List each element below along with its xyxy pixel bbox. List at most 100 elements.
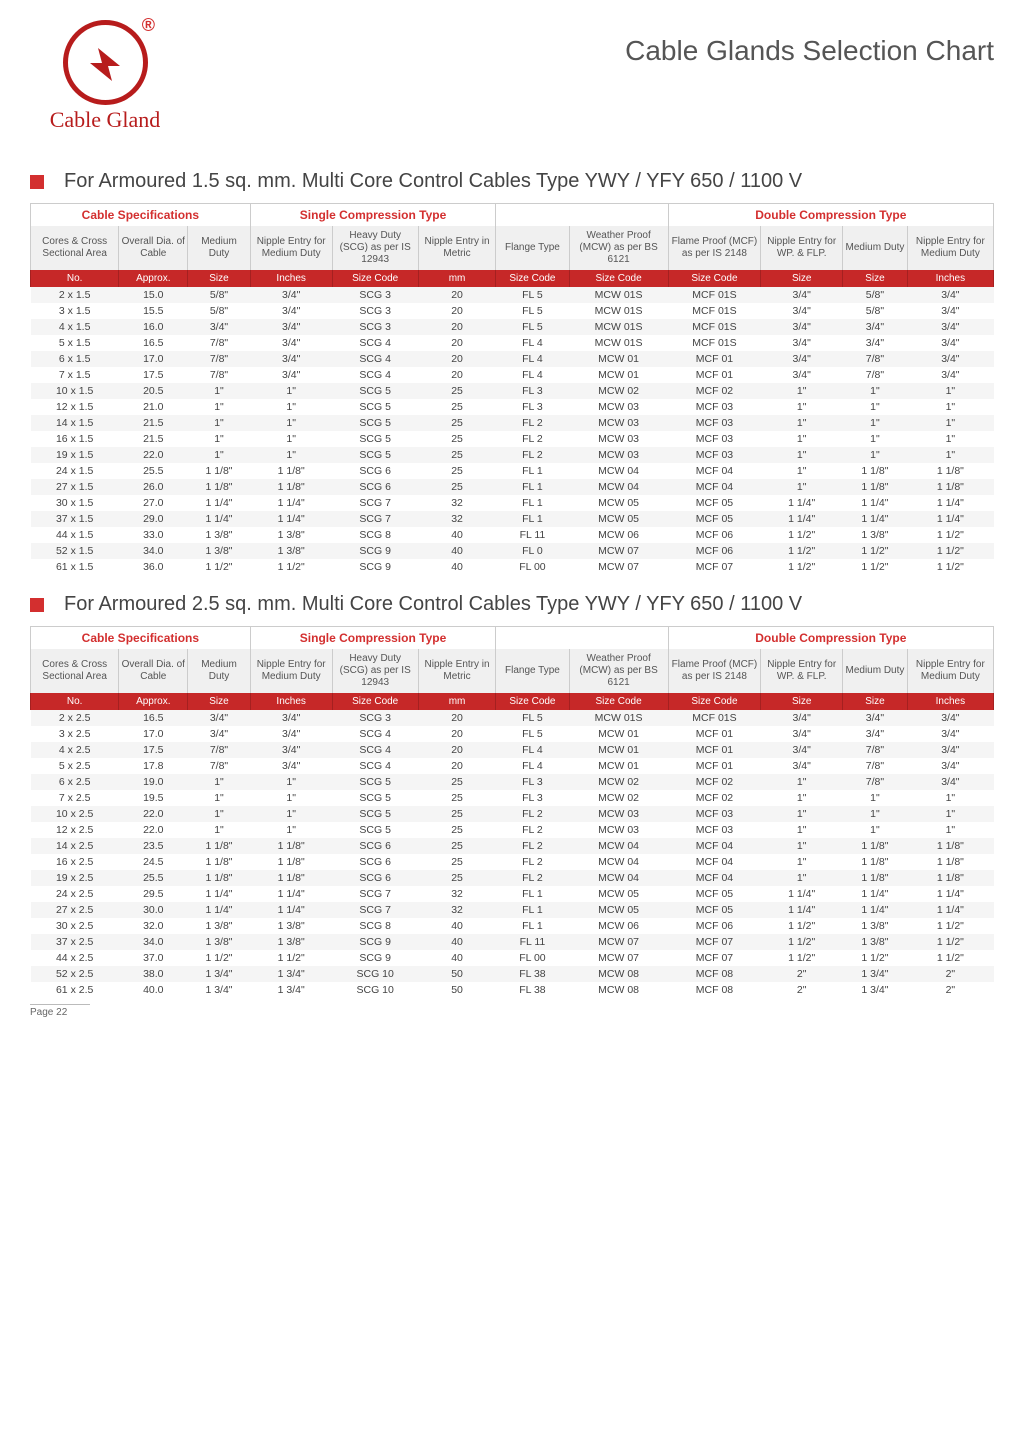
data-cell: 38.0 bbox=[119, 966, 188, 982]
data-cell: FL 3 bbox=[496, 399, 569, 415]
table-row: 61 x 2.540.01 3/4"1 3/4"SCG 1050FL 38MCW… bbox=[31, 982, 994, 998]
selection-table-1: Cable SpecificationsSingle Compression T… bbox=[30, 203, 994, 575]
data-cell: MCW 04 bbox=[569, 463, 668, 479]
data-cell: 1" bbox=[907, 383, 993, 399]
data-cell: SCG 4 bbox=[332, 742, 418, 758]
data-cell: SCG 8 bbox=[332, 527, 418, 543]
data-cell: 3/4" bbox=[250, 726, 332, 742]
data-cell: MCW 07 bbox=[569, 950, 668, 966]
data-cell: 6 x 1.5 bbox=[31, 351, 119, 367]
data-cell: 25 bbox=[418, 463, 496, 479]
data-cell: 1 3/8" bbox=[843, 934, 908, 950]
data-cell: MCW 03 bbox=[569, 399, 668, 415]
data-cell: FL 2 bbox=[496, 447, 569, 463]
data-cell: 1 3/8" bbox=[188, 934, 250, 950]
table-row: 24 x 2.529.51 1/4"1 1/4"SCG 732FL 1MCW 0… bbox=[31, 886, 994, 902]
data-cell: 25 bbox=[418, 447, 496, 463]
data-cell: 1 1/8" bbox=[188, 870, 250, 886]
data-cell: 1 1/4" bbox=[907, 886, 993, 902]
table-row: 12 x 2.522.01"1"SCG 525FL 2MCW 03MCF 031… bbox=[31, 822, 994, 838]
data-cell: FL 2 bbox=[496, 870, 569, 886]
data-cell: 3/4" bbox=[188, 726, 250, 742]
group-header: Single Compression Type bbox=[250, 204, 496, 227]
data-cell: 3/4" bbox=[907, 319, 993, 335]
data-cell: 1" bbox=[843, 399, 908, 415]
data-cell: 25 bbox=[418, 870, 496, 886]
data-cell: 34.0 bbox=[119, 543, 188, 559]
data-cell: 16.5 bbox=[119, 710, 188, 726]
section-title-2: For Armoured 2.5 sq. mm. Multi Core Cont… bbox=[30, 593, 994, 616]
data-cell: FL 5 bbox=[496, 287, 569, 303]
data-cell: 3/4" bbox=[761, 367, 843, 383]
data-cell: SCG 3 bbox=[332, 710, 418, 726]
data-cell: 1" bbox=[907, 790, 993, 806]
data-cell: FL 4 bbox=[496, 351, 569, 367]
data-cell: 32 bbox=[418, 495, 496, 511]
data-cell: 4 x 2.5 bbox=[31, 742, 119, 758]
data-cell: SCG 6 bbox=[332, 479, 418, 495]
data-cell: 32 bbox=[418, 886, 496, 902]
data-cell: 21.0 bbox=[119, 399, 188, 415]
section-title-text: For Armoured 1.5 sq. mm. Multi Core Cont… bbox=[64, 170, 802, 193]
data-cell: 1" bbox=[907, 822, 993, 838]
data-cell: 1 1/4" bbox=[761, 886, 843, 902]
table-row: 30 x 2.532.01 3/8"1 3/8"SCG 840FL 1MCW 0… bbox=[31, 918, 994, 934]
data-cell: MCW 01 bbox=[569, 351, 668, 367]
data-cell: SCG 4 bbox=[332, 367, 418, 383]
data-cell: 1 1/2" bbox=[761, 559, 843, 575]
column-header: Nipple Entry for WP. & FLP. bbox=[761, 226, 843, 270]
unit-cell: No. bbox=[31, 693, 119, 710]
data-cell: 1 1/4" bbox=[843, 511, 908, 527]
data-cell: 1 1/8" bbox=[907, 479, 993, 495]
column-header: Heavy Duty (SCG) as per IS 12943 bbox=[332, 226, 418, 270]
data-cell: 1" bbox=[843, 806, 908, 822]
data-cell: 40 bbox=[418, 543, 496, 559]
data-cell: 61 x 1.5 bbox=[31, 559, 119, 575]
data-cell: 3/4" bbox=[843, 710, 908, 726]
column-header: Medium Duty bbox=[843, 226, 908, 270]
data-cell: 7/8" bbox=[188, 742, 250, 758]
data-cell: MCW 01S bbox=[569, 335, 668, 351]
data-cell: 1 1/8" bbox=[250, 479, 332, 495]
unit-cell: Inches bbox=[250, 693, 332, 710]
unit-cell: Inches bbox=[907, 693, 993, 710]
data-cell: 10 x 1.5 bbox=[31, 383, 119, 399]
data-cell: 1" bbox=[761, 383, 843, 399]
data-cell: 7/8" bbox=[188, 758, 250, 774]
data-cell: 1 3/8" bbox=[250, 918, 332, 934]
data-cell: 3/4" bbox=[250, 319, 332, 335]
data-cell: 1 1/4" bbox=[250, 902, 332, 918]
data-cell: 25 bbox=[418, 822, 496, 838]
data-cell: 2" bbox=[761, 966, 843, 982]
data-cell: MCW 05 bbox=[569, 495, 668, 511]
data-cell: 22.0 bbox=[119, 806, 188, 822]
data-cell: 5/8" bbox=[843, 287, 908, 303]
data-cell: 1 1/2" bbox=[761, 950, 843, 966]
data-cell: FL 4 bbox=[496, 335, 569, 351]
data-cell: 3/4" bbox=[250, 710, 332, 726]
data-cell: 1" bbox=[188, 399, 250, 415]
data-cell: 1 1/2" bbox=[761, 918, 843, 934]
data-cell: 17.0 bbox=[119, 351, 188, 367]
data-cell: 1 3/8" bbox=[188, 543, 250, 559]
data-cell: MCF 01S bbox=[668, 710, 761, 726]
page-number: Page 22 bbox=[30, 1004, 90, 1018]
data-cell: 3/4" bbox=[761, 319, 843, 335]
data-cell: 20 bbox=[418, 351, 496, 367]
data-cell: MCW 01 bbox=[569, 726, 668, 742]
data-cell: SCG 6 bbox=[332, 870, 418, 886]
data-cell: 1 1/8" bbox=[907, 463, 993, 479]
data-cell: 1 1/4" bbox=[250, 495, 332, 511]
table-row: 44 x 2.537.01 1/2"1 1/2"SCG 940FL 00MCW … bbox=[31, 950, 994, 966]
data-cell: 40 bbox=[418, 559, 496, 575]
data-cell: 52 x 1.5 bbox=[31, 543, 119, 559]
data-cell: 1 3/4" bbox=[843, 966, 908, 982]
data-cell: 7/8" bbox=[188, 351, 250, 367]
column-header: Cores & Cross Sectional Area bbox=[31, 226, 119, 270]
data-cell: 1 3/4" bbox=[250, 966, 332, 982]
data-cell: 1 1/2" bbox=[907, 527, 993, 543]
data-cell: SCG 5 bbox=[332, 431, 418, 447]
unit-cell: Size bbox=[843, 270, 908, 287]
column-header: Flame Proof (MCF) as per IS 2148 bbox=[668, 226, 761, 270]
data-cell: MCW 04 bbox=[569, 870, 668, 886]
